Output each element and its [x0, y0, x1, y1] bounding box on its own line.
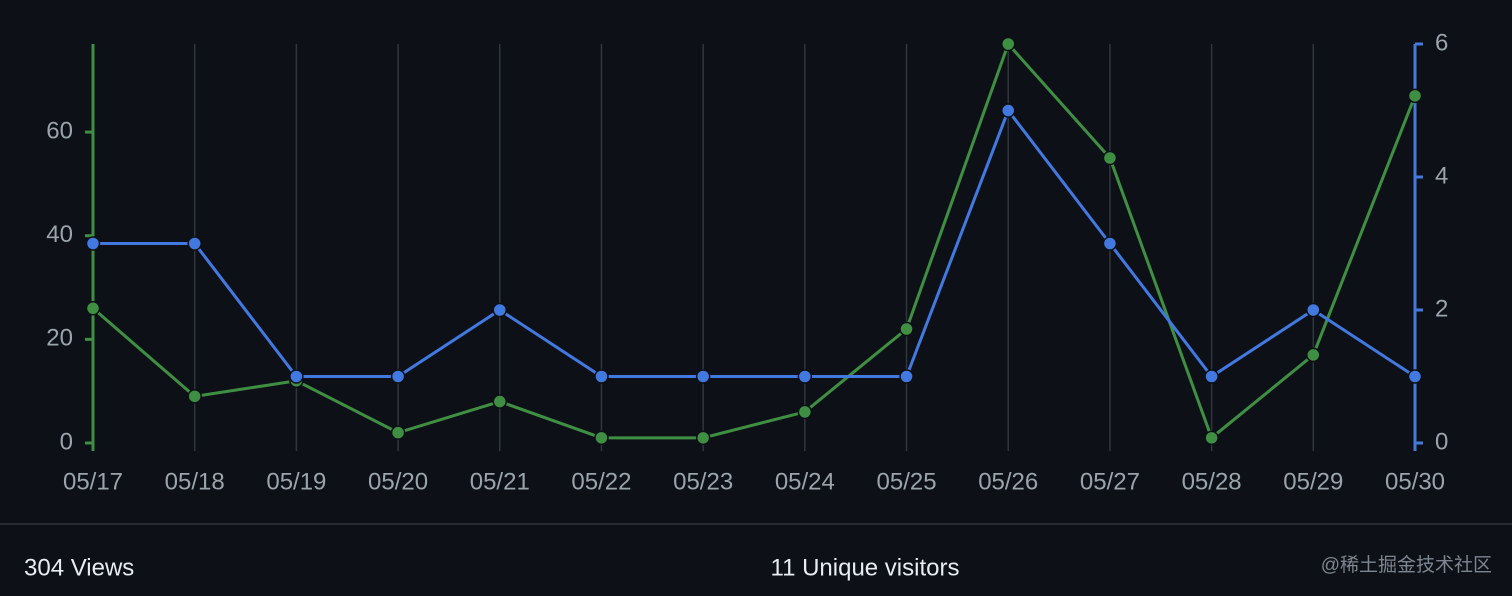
x-tick-label: 05/22 [571, 468, 631, 495]
point [390, 369, 406, 384]
point [594, 430, 609, 446]
y-tick-label: 40 [46, 221, 73, 248]
point [1204, 430, 1219, 446]
visitors-total: 11 Unique visitors [771, 554, 960, 581]
point [1000, 103, 1016, 118]
point [594, 369, 609, 384]
point [695, 369, 711, 384]
y-tick-label: 20 [46, 325, 73, 352]
point [390, 425, 406, 440]
x-tick-label: 05/29 [1283, 468, 1343, 495]
point [1102, 236, 1118, 251]
point [1306, 302, 1321, 318]
x-tick-label: 05/17 [63, 468, 123, 495]
y-tick-label: 0 [60, 428, 73, 455]
x-tick-label: 05/18 [165, 468, 225, 495]
x-tick-label: 05/23 [673, 468, 733, 495]
x-tick-label: 05/21 [470, 468, 530, 495]
point [187, 389, 202, 404]
x-tick-label: 05/26 [978, 468, 1038, 495]
point [1407, 369, 1423, 384]
y2-tick-label: 0 [1435, 428, 1448, 455]
y2-tick-label: 2 [1435, 295, 1448, 322]
point [1102, 150, 1118, 166]
x-tick-label: 05/20 [368, 468, 428, 495]
series-line [92, 41, 1417, 441]
series-line [93, 107, 1416, 379]
point [492, 302, 508, 318]
x-tick-label: 05/28 [1182, 468, 1242, 495]
point [289, 369, 304, 384]
point [899, 369, 914, 384]
point [1204, 369, 1219, 384]
point [1000, 36, 1016, 52]
x-tick-label: 05/24 [775, 468, 835, 495]
y-tick-label: 60 [46, 117, 73, 144]
point [797, 404, 813, 420]
point [899, 321, 914, 337]
y2-tick-label: 4 [1435, 162, 1448, 189]
views-total: 304 Views [24, 554, 134, 581]
point [492, 394, 508, 409]
point [1306, 347, 1321, 363]
point [1407, 88, 1423, 104]
point [797, 369, 813, 384]
y2-tick-label: 6 [1435, 29, 1448, 56]
point [85, 236, 101, 251]
watermark: @稀土掘金技术社区 [1321, 554, 1492, 576]
x-tick-label: 05/19 [266, 468, 326, 495]
point [85, 301, 101, 316]
point [187, 236, 202, 251]
x-tick-label: 05/27 [1080, 468, 1140, 495]
x-tick-label: 05/30 [1385, 468, 1445, 495]
x-tick-label: 05/25 [877, 468, 937, 495]
point [695, 430, 711, 446]
